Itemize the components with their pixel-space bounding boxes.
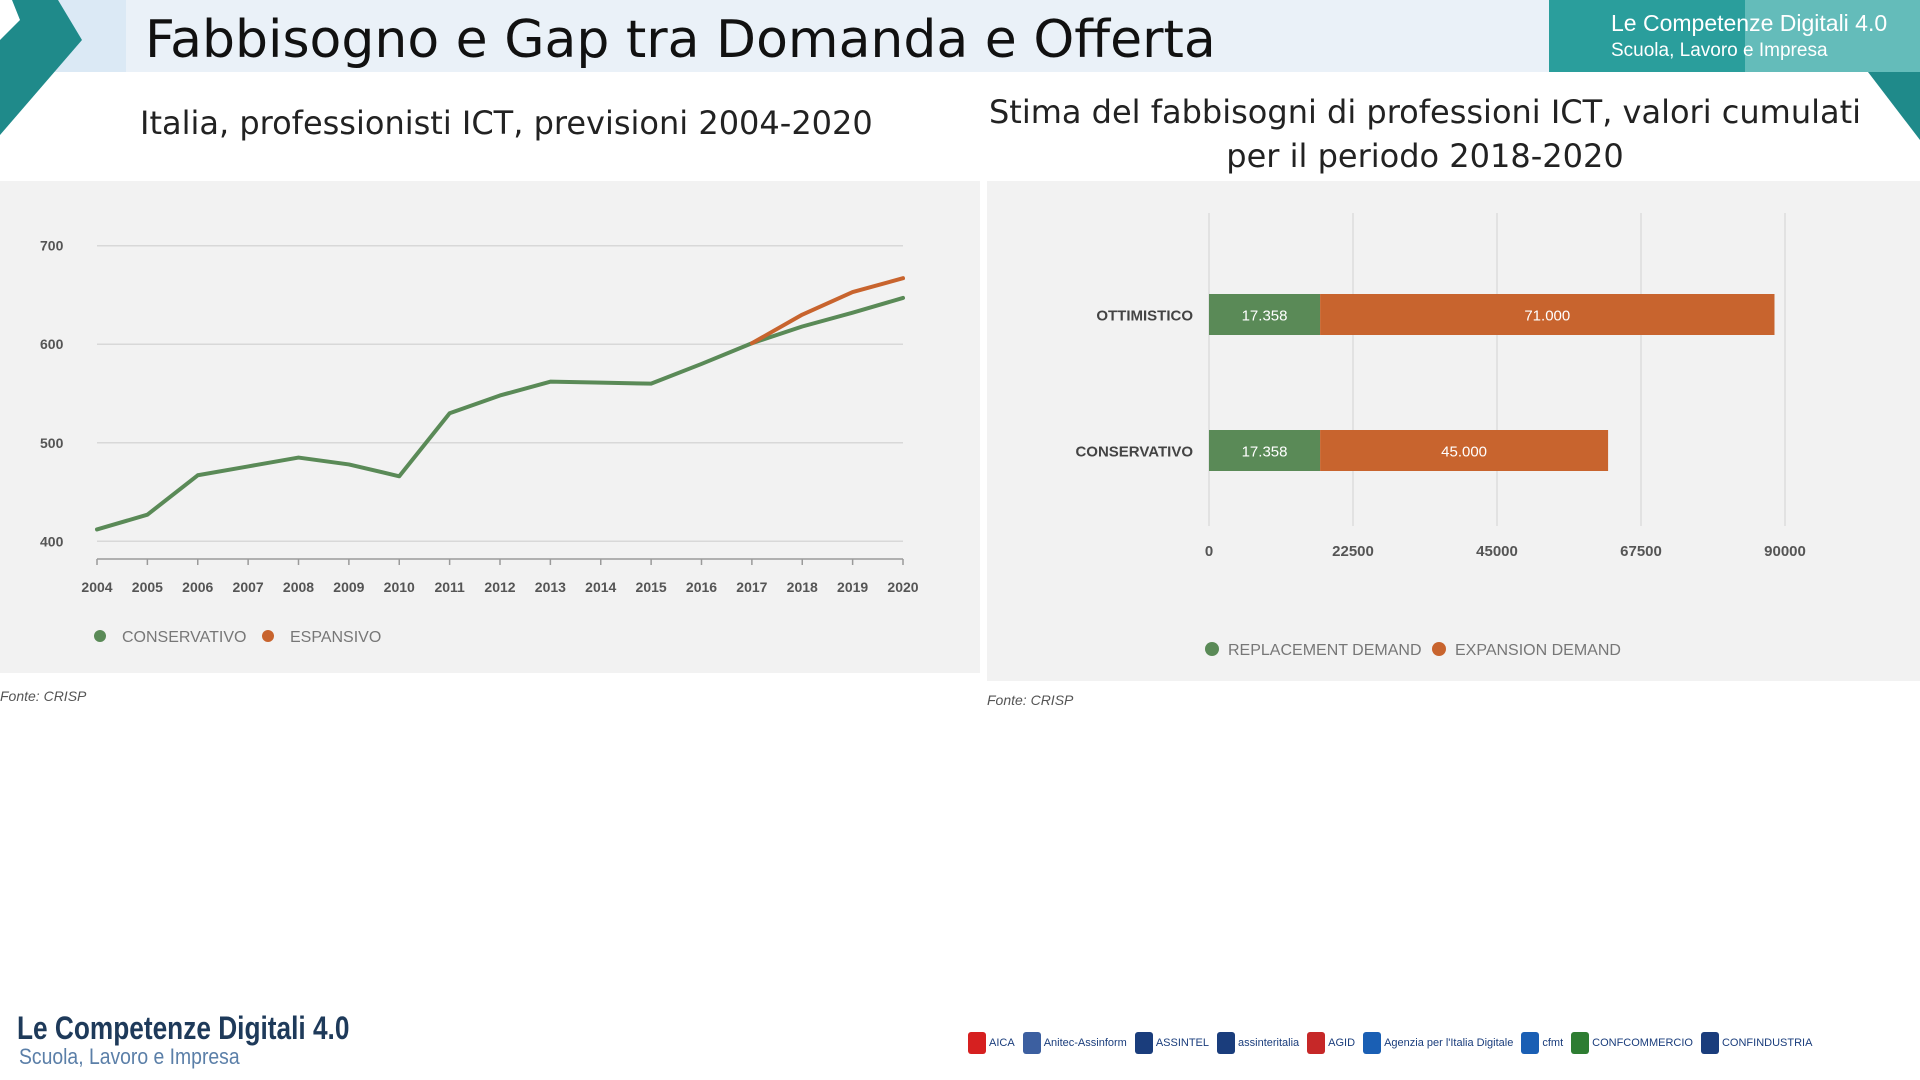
x-tick-label: 2015 <box>636 579 667 595</box>
left-chart-source: Fonte: CRISP <box>0 688 87 704</box>
legend-marker <box>94 630 106 642</box>
partner-name: cfmt <box>1542 1037 1564 1049</box>
footer-logo-title: Le Competenze Digitali 4.0 <box>17 1010 350 1046</box>
line-chart-panel: 400 500 600 700 2004 2005 2006 2007 2008 2009 2010… <box>0 181 980 673</box>
x-tick-label: 0 <box>1205 543 1213 560</box>
right-chart-source: Fonte: CRISP <box>987 692 1074 708</box>
partner-logo: Anitec-Assinform <box>1022 1032 1127 1054</box>
x-tick-label: 2011 <box>434 579 465 595</box>
bar-segment <box>1320 294 1775 335</box>
x-tick-label: 2005 <box>132 579 163 595</box>
x-tick-label: 2014 <box>585 579 616 595</box>
x-tick-label: 45000 <box>1476 543 1518 560</box>
category-label: OTTIMISTICO <box>1096 308 1193 325</box>
series-line-conservativo <box>95 295 905 532</box>
partner-mark-icon <box>1571 1032 1590 1054</box>
partner-mark-icon <box>1363 1032 1382 1054</box>
x-tick-label: 2018 <box>787 579 818 595</box>
category-label: CONSERVATIVO <box>1075 444 1193 461</box>
partner-mark-icon <box>1217 1032 1236 1054</box>
partner-logo: CONFINDUSTRIA <box>1700 1032 1813 1054</box>
x-tick-label: 2020 <box>887 579 918 595</box>
partner-logos: AICA Anitec-Assinform ASSINTEL assinterital… <box>968 1020 1812 1066</box>
partner-logo: AGID <box>1307 1032 1355 1054</box>
partner-name: ASSINTEL <box>1155 1037 1210 1049</box>
x-tick-label: 2019 <box>837 579 868 595</box>
partner-name: CONFCOMMERCIO <box>1592 1037 1693 1049</box>
slide-title: Fabbisogno e Gap tra Domanda e Offerta <box>145 10 1216 70</box>
legend-label: ESPANSIVO <box>290 629 381 646</box>
bar-chart: 0 22500 45000 67500 90000 OTTIMISTICO 17.358 71… <box>1075 213 1806 659</box>
brand-title: Le Competenze Digitali 4.0 <box>1611 10 1888 36</box>
partner-logo: assinteritalia <box>1217 1032 1299 1054</box>
x-tick-label: 67500 <box>1620 543 1662 560</box>
series-line-espansivo <box>749 276 905 346</box>
x-tick-label: 2009 <box>333 579 364 595</box>
bar-segment <box>1209 294 1321 335</box>
bar-segment <box>1320 430 1609 471</box>
y-tick-label: 400 <box>40 533 64 549</box>
partner-mark-icon <box>1134 1032 1153 1054</box>
partner-name: CONFINDUSTRIA <box>1721 1037 1813 1049</box>
partner-mark-icon <box>968 1032 986 1054</box>
partner-logo: CONFCOMMERCIO <box>1571 1032 1693 1054</box>
x-tick-label: 2007 <box>233 579 264 595</box>
legend-label: REPLACEMENT DEMAND <box>1228 642 1422 659</box>
data-label: 71.000 <box>1524 308 1570 325</box>
x-tick-label: 2004 <box>81 579 112 595</box>
bar-chart-panel: 0 22500 45000 67500 90000 OTTIMISTICO 17.358 71… <box>987 181 1920 681</box>
legend-marker <box>1432 642 1446 656</box>
corner-decoration-right <box>1868 72 1920 140</box>
x-tick-label: 90000 <box>1764 543 1806 560</box>
legend-label: CONSERVATIVO <box>122 629 246 646</box>
partner-mark-icon <box>1022 1032 1041 1054</box>
y-tick-label: 600 <box>40 336 64 352</box>
partner-logo: cfmt <box>1521 1032 1563 1054</box>
y-tick-label: 700 <box>40 238 64 254</box>
x-tick-label: 2017 <box>736 579 767 595</box>
left-chart-caption: Italia, professionisti ICT, previsioni 2… <box>140 104 873 142</box>
partner-mark-icon <box>1521 1032 1540 1054</box>
x-tick-label: 2010 <box>384 579 415 595</box>
legend-marker <box>262 630 274 642</box>
partner-logo: ASSINTEL <box>1134 1032 1210 1054</box>
brand-subtitle: Scuola, Lavoro e Impresa <box>1611 40 1828 61</box>
legend-marker <box>1205 642 1219 656</box>
partner-name: assinteritalia <box>1238 1037 1300 1049</box>
line-chart: 400 500 600 700 2004 2005 2006 2007 2008 2009 2010… <box>40 238 919 646</box>
footer-logo-subtitle: Scuola, Lavoro e Impresa <box>19 1044 240 1069</box>
corner-decoration-left <box>0 0 82 135</box>
data-label: 17.358 <box>1242 444 1288 461</box>
x-tick-label: 2006 <box>182 579 213 595</box>
x-tick-label: 22500 <box>1332 543 1374 560</box>
partner-name: Agenzia per l'Italia Digitale <box>1384 1037 1514 1049</box>
data-label: 45.000 <box>1441 444 1487 461</box>
partner-mark-icon <box>1700 1032 1719 1054</box>
x-tick-label: 2013 <box>535 579 566 595</box>
right-chart-caption: Stima del fabbisogni di professioni ICT,… <box>988 93 1862 175</box>
x-tick-label: 2016 <box>686 579 717 595</box>
bar-segment <box>1209 430 1321 471</box>
y-tick-label: 500 <box>40 435 64 451</box>
partner-mark-icon <box>1307 1032 1326 1054</box>
partner-logo: Agenzia per l'Italia Digitale <box>1363 1032 1513 1054</box>
partner-name: Anitec-Assinform <box>1043 1037 1127 1049</box>
data-label: 17.358 <box>1242 308 1288 325</box>
x-tick-label: 2012 <box>484 579 515 595</box>
partner-name: AGID <box>1328 1037 1356 1049</box>
partner-name: AICA <box>989 1037 1015 1049</box>
x-tick-label: 2008 <box>283 579 314 595</box>
brand-box <box>1549 0 1920 72</box>
legend-label: EXPANSION DEMAND <box>1455 642 1621 659</box>
partner-logo: AICA <box>968 1032 1015 1054</box>
